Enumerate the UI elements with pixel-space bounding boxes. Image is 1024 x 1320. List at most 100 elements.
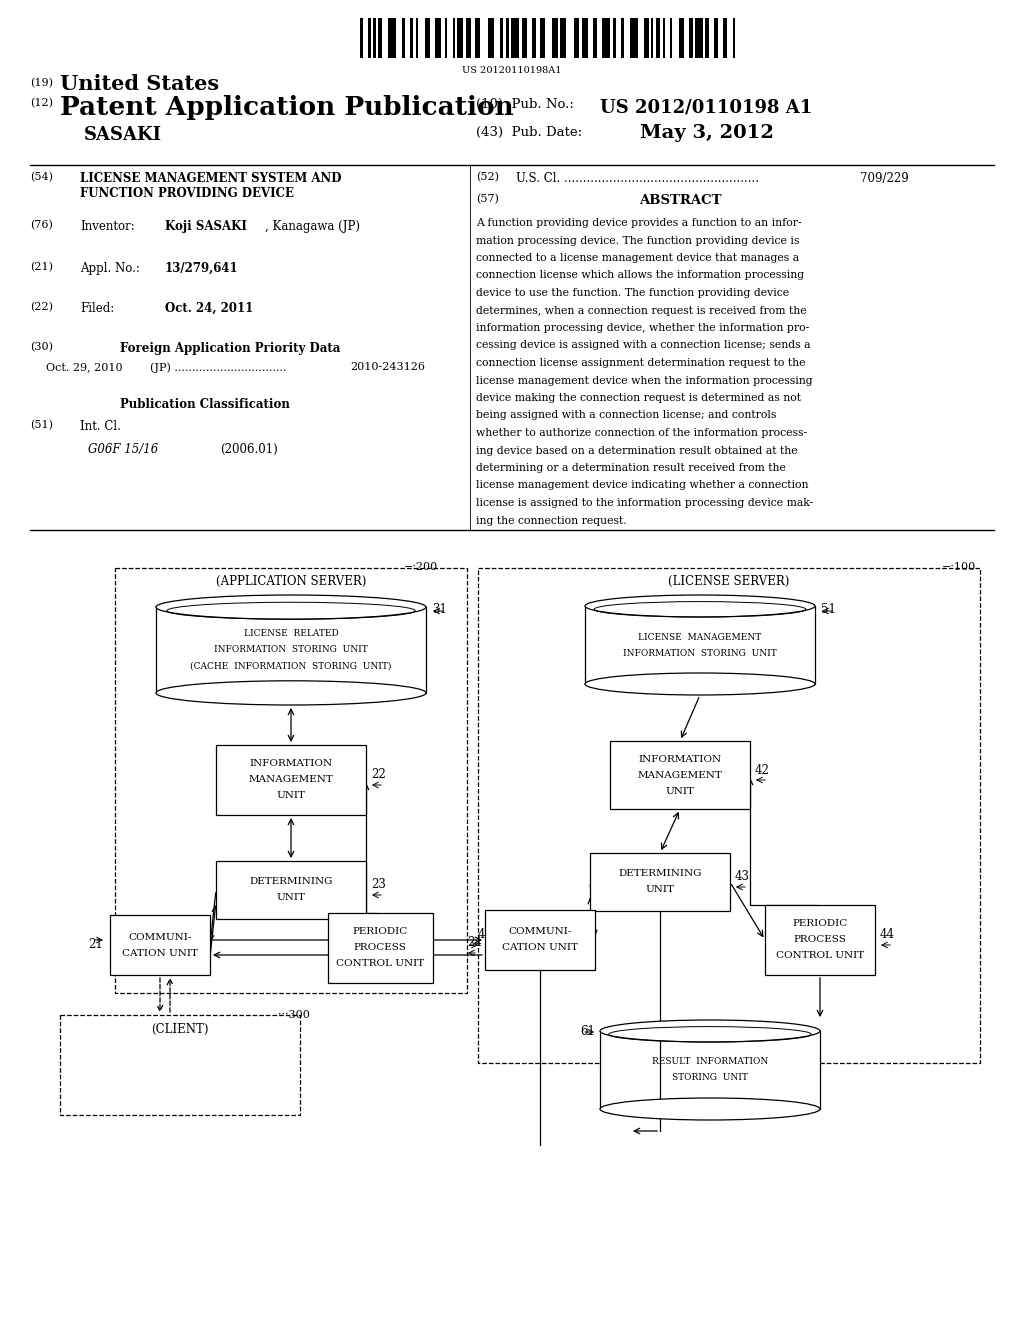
Text: Publication Classification: Publication Classification <box>120 399 290 411</box>
Bar <box>553 18 558 58</box>
Text: INFORMATION  STORING  UNIT: INFORMATION STORING UNIT <box>624 648 777 657</box>
Text: PROCESS: PROCESS <box>794 936 847 945</box>
Text: (30): (30) <box>30 342 53 352</box>
Bar <box>454 18 456 58</box>
Text: US 20120110198A1: US 20120110198A1 <box>462 66 562 75</box>
Text: 42: 42 <box>755 763 770 776</box>
Bar <box>574 18 580 58</box>
Text: 43: 43 <box>735 870 750 883</box>
Bar <box>426 18 430 58</box>
Bar <box>511 18 519 58</box>
Text: ing device based on a determination result obtained at the: ing device based on a determination resu… <box>476 446 798 455</box>
Text: 21: 21 <box>88 939 102 952</box>
Bar <box>689 18 693 58</box>
Text: LICENSE  RELATED: LICENSE RELATED <box>244 630 338 639</box>
Text: determines, when a connection request is received from the: determines, when a connection request is… <box>476 305 807 315</box>
Text: 41: 41 <box>478 928 493 941</box>
Text: connection license assignment determination request to the: connection license assignment determinat… <box>476 358 806 368</box>
Bar <box>644 18 649 58</box>
Bar <box>663 18 665 58</box>
Text: cessing device is assigned with a connection license; sends a: cessing device is assigned with a connec… <box>476 341 811 351</box>
Bar <box>650 18 652 58</box>
Text: (22): (22) <box>30 302 53 313</box>
Text: mation processing device. The function providing device is: mation processing device. The function p… <box>476 235 800 246</box>
Text: Filed:: Filed: <box>80 302 115 315</box>
Text: G06F 15/16: G06F 15/16 <box>88 444 159 455</box>
Text: 709/229: 709/229 <box>860 172 908 185</box>
Bar <box>506 18 509 58</box>
Bar <box>110 915 210 975</box>
Bar <box>733 18 735 58</box>
Text: ABSTRACT: ABSTRACT <box>639 194 721 207</box>
Text: LICENSE MANAGEMENT SYSTEM AND: LICENSE MANAGEMENT SYSTEM AND <box>80 172 341 185</box>
Bar <box>216 744 366 814</box>
Text: CATION UNIT: CATION UNIT <box>122 949 198 957</box>
Bar <box>368 18 371 58</box>
Text: DETERMINING: DETERMINING <box>249 878 333 887</box>
Bar <box>410 18 413 58</box>
Bar <box>723 18 727 58</box>
Text: −·200: −·200 <box>404 562 438 572</box>
Text: (52): (52) <box>476 172 499 182</box>
Text: MANAGEMENT: MANAGEMENT <box>638 771 723 780</box>
Text: U.S. Cl. ....................................................: U.S. Cl. ...............................… <box>516 172 759 185</box>
Bar <box>360 18 362 58</box>
Text: , Kanagawa (JP): , Kanagawa (JP) <box>265 220 360 234</box>
Text: INFORMATION  STORING  UNIT: INFORMATION STORING UNIT <box>214 645 368 655</box>
Text: license management device when the information processing: license management device when the infor… <box>476 375 813 385</box>
Text: RESULT  INFORMATION: RESULT INFORMATION <box>652 1057 768 1067</box>
Text: Oct. 29, 2010: Oct. 29, 2010 <box>46 362 123 372</box>
Text: CONTROL UNIT: CONTROL UNIT <box>776 952 864 961</box>
Text: UNIT: UNIT <box>645 886 675 895</box>
Bar <box>714 18 718 58</box>
Bar <box>500 18 503 58</box>
Text: (54): (54) <box>30 172 53 182</box>
Text: 31: 31 <box>432 603 446 616</box>
Text: (12): (12) <box>30 98 53 108</box>
Text: 23: 23 <box>371 879 386 891</box>
Text: 22: 22 <box>371 768 386 781</box>
Bar <box>416 18 418 58</box>
Text: A function providing device provides a function to an infor-: A function providing device provides a f… <box>476 218 802 228</box>
Text: 51: 51 <box>821 603 836 616</box>
Text: (10)  Pub. No.:: (10) Pub. No.: <box>476 98 583 111</box>
Bar <box>590 853 730 911</box>
Bar <box>600 1031 820 1109</box>
Bar <box>765 906 874 975</box>
Text: 2010-243126: 2010-243126 <box>350 362 425 372</box>
Text: ing the connection request.: ing the connection request. <box>476 516 627 525</box>
Bar <box>378 18 382 58</box>
Text: −·100: −·100 <box>942 562 976 572</box>
Text: UNIT: UNIT <box>666 787 694 796</box>
Bar <box>475 18 480 58</box>
Bar <box>328 913 432 983</box>
Bar <box>435 18 441 58</box>
Text: Patent Application Publication: Patent Application Publication <box>60 95 514 120</box>
Text: (2006.01): (2006.01) <box>220 444 278 455</box>
Text: (APPLICATION SERVER): (APPLICATION SERVER) <box>216 576 367 587</box>
Text: CONTROL UNIT: CONTROL UNIT <box>336 960 424 969</box>
Text: Int. Cl.: Int. Cl. <box>80 420 121 433</box>
Text: device to use the function. The function providing device: device to use the function. The function… <box>476 288 790 298</box>
Bar <box>621 18 624 58</box>
Bar <box>485 909 595 970</box>
Text: United States: United States <box>60 74 219 94</box>
Text: (21): (21) <box>30 261 53 272</box>
Text: Inventor:: Inventor: <box>80 220 135 234</box>
Bar <box>630 18 638 58</box>
Bar <box>540 18 545 58</box>
Bar <box>602 18 610 58</box>
Text: LICENSE  MANAGEMENT: LICENSE MANAGEMENT <box>638 632 762 642</box>
Bar <box>156 607 426 693</box>
Bar <box>593 18 597 58</box>
Bar <box>216 861 366 919</box>
Text: FUNCTION PROVIDING DEVICE: FUNCTION PROVIDING DEVICE <box>80 187 294 201</box>
Bar <box>655 18 659 58</box>
Text: device making the connection request is determined as not: device making the connection request is … <box>476 393 801 403</box>
Text: INFORMATION: INFORMATION <box>638 755 722 763</box>
Text: PERIODIC: PERIODIC <box>352 928 408 936</box>
Bar <box>680 18 684 58</box>
Bar <box>458 18 463 58</box>
Bar <box>388 18 395 58</box>
Text: 44: 44 <box>880 928 895 941</box>
